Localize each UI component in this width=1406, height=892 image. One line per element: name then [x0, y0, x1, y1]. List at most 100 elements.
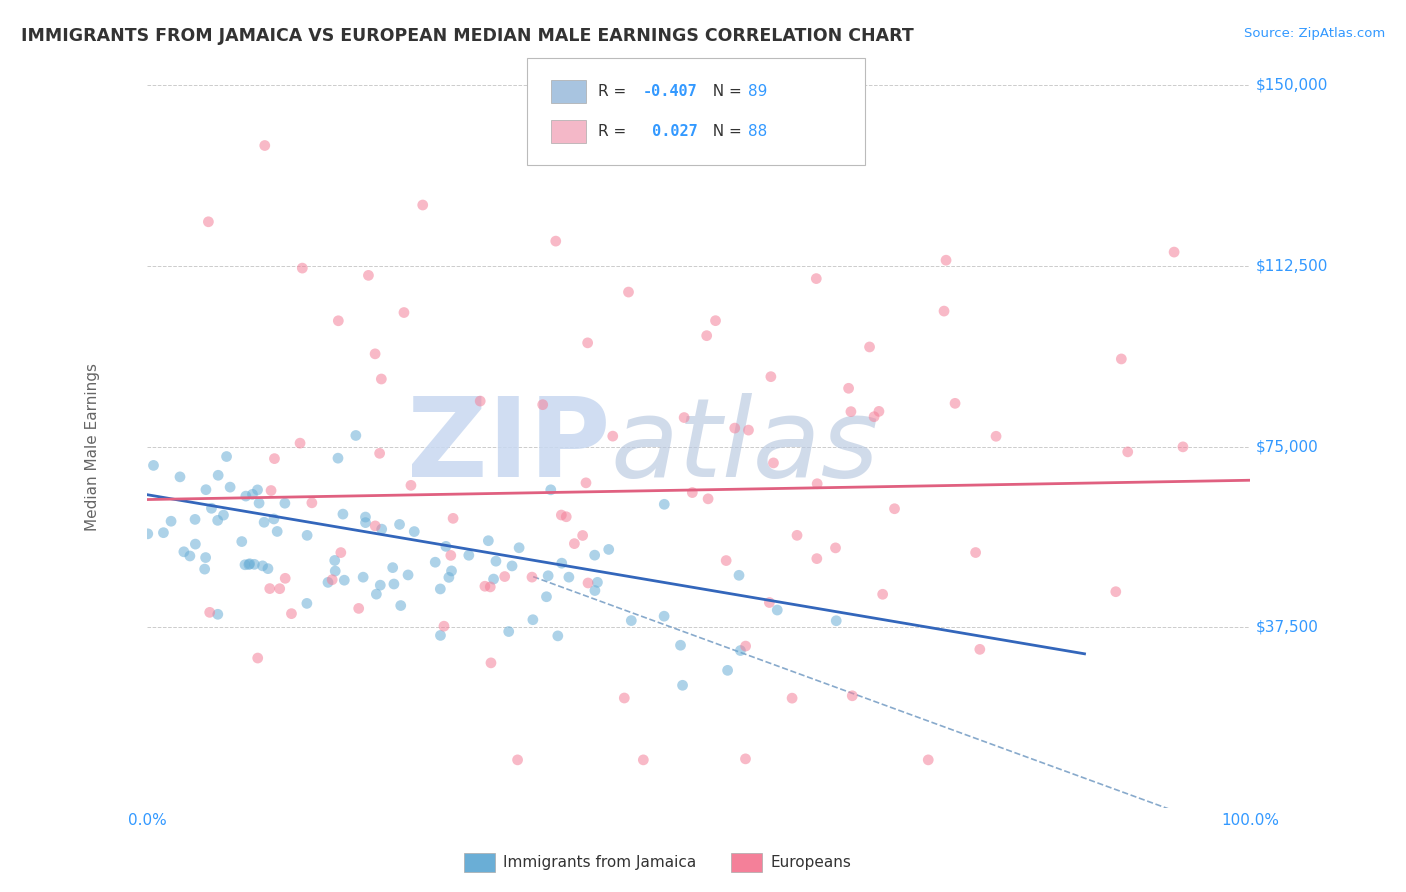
Point [1163, 245, 1185, 260]
Point [673, 410, 696, 425]
Point [212, 508, 235, 522]
Point [326, 451, 349, 466]
Point [433, 619, 456, 633]
Point [494, 569, 516, 583]
Point [558, 570, 581, 584]
Point [501, 558, 523, 573]
Point [969, 642, 991, 657]
Point [274, 571, 297, 585]
Point [681, 485, 703, 500]
Point [412, 198, 434, 212]
Point [728, 568, 751, 582]
Point [194, 483, 217, 497]
Point [536, 590, 558, 604]
Point [316, 575, 339, 590]
Point [734, 752, 756, 766]
Point [932, 304, 955, 318]
Text: ZIP: ZIP [406, 393, 610, 500]
Point [965, 545, 987, 559]
Point [253, 138, 276, 153]
Point [160, 514, 183, 528]
Point [219, 480, 242, 494]
Point [389, 599, 412, 613]
Point [1111, 351, 1133, 366]
Text: Immigrants from Jamaica: Immigrants from Jamaica [503, 855, 696, 870]
Point [616, 126, 638, 140]
Point [344, 428, 367, 442]
Point [295, 596, 318, 610]
Point [841, 689, 863, 703]
Point [266, 524, 288, 539]
Point [470, 394, 492, 409]
Point [485, 554, 508, 568]
Text: atlas: atlas [610, 393, 879, 500]
Point [714, 553, 737, 567]
Point [288, 436, 311, 450]
Point [231, 534, 253, 549]
Point [173, 545, 195, 559]
Point [984, 429, 1007, 443]
Point [583, 548, 606, 562]
Point [555, 509, 578, 524]
Point [576, 576, 599, 591]
Point [200, 501, 222, 516]
Point [381, 560, 404, 574]
Point [392, 305, 415, 319]
Point [575, 475, 598, 490]
Point [671, 678, 693, 692]
Point [399, 478, 422, 492]
Point [737, 423, 759, 437]
Point [863, 409, 886, 424]
Point [357, 268, 380, 283]
Point [425, 555, 447, 569]
Point [531, 398, 554, 412]
Point [238, 558, 260, 572]
Text: IMMIGRANTS FROM JAMAICA VS EUROPEAN MEDIAN MALE EARNINGS CORRELATION CHART: IMMIGRANTS FROM JAMAICA VS EUROPEAN MEDI… [21, 27, 914, 45]
Point [280, 607, 302, 621]
Point [274, 496, 297, 510]
Point [780, 691, 803, 706]
Point [257, 561, 280, 575]
Point [169, 470, 191, 484]
Point [633, 753, 655, 767]
Point [243, 558, 266, 572]
Point [544, 234, 567, 248]
Point [440, 564, 463, 578]
Text: Europeans: Europeans [770, 855, 852, 870]
Point [935, 253, 957, 268]
Point [396, 568, 419, 582]
Point [620, 614, 643, 628]
Text: 0.027: 0.027 [643, 124, 697, 138]
Point [806, 476, 828, 491]
Text: $37,500: $37,500 [1256, 620, 1319, 635]
Point [434, 540, 457, 554]
Point [479, 580, 502, 594]
Point [734, 639, 756, 653]
Point [215, 450, 238, 464]
Point [613, 691, 636, 706]
Point [263, 451, 285, 466]
Point [295, 528, 318, 542]
Point [142, 458, 165, 473]
Point [364, 347, 387, 361]
Text: -0.407: -0.407 [643, 85, 697, 99]
Point [696, 328, 718, 343]
Text: $75,000: $75,000 [1256, 439, 1319, 454]
Text: N =: N = [703, 124, 747, 138]
Point [197, 215, 219, 229]
Point [246, 483, 269, 497]
Point [522, 613, 544, 627]
Point [868, 404, 890, 418]
Text: Source: ZipAtlas.com: Source: ZipAtlas.com [1244, 27, 1385, 40]
Point [537, 568, 560, 582]
Text: $112,500: $112,500 [1256, 258, 1327, 273]
Point [184, 512, 207, 526]
Point [366, 587, 388, 601]
Point [598, 542, 620, 557]
Point [252, 558, 274, 573]
Point [786, 528, 808, 542]
Point [506, 753, 529, 767]
Point [263, 512, 285, 526]
Point [382, 577, 405, 591]
Point [332, 507, 354, 521]
